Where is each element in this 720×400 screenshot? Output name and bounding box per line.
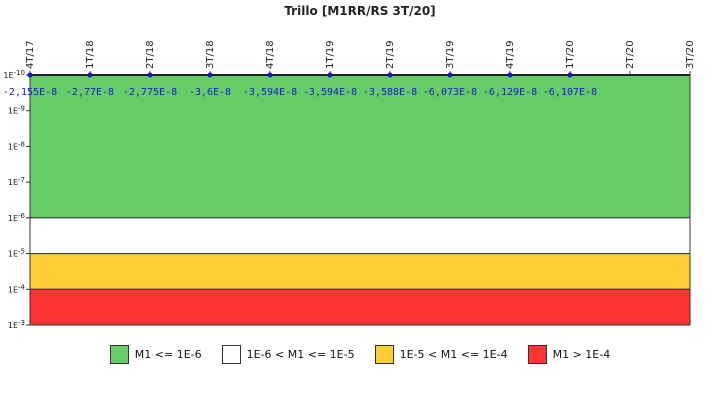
x-tick-label: 4T/17 <box>25 40 36 69</box>
y-tick-label: 1E-10 <box>3 69 25 80</box>
data-label: -3,588E-8 <box>363 87 417 98</box>
legend-label: 1E-6 < M1 <= 1E-5 <box>246 348 355 361</box>
x-tick-label: 4T/18 <box>265 40 276 69</box>
x-tick-label: 3T/19 <box>445 40 456 69</box>
data-point <box>87 72 93 78</box>
legend-item: 1E-5 < M1 <= 1E-4 <box>374 345 508 364</box>
data-label: -6,107E-8 <box>543 87 597 98</box>
x-tick-label: 2T/20 <box>625 40 636 69</box>
x-tick-label: 2T/18 <box>145 40 156 69</box>
y-tick-label: 1E-4 <box>8 283 26 294</box>
y-tick-label: 1E-7 <box>8 176 25 187</box>
legend-label: 1E-5 < M1 <= 1E-4 <box>399 348 508 361</box>
data-label: -6,073E-8 <box>423 87 477 98</box>
legend-label: M1 > 1E-4 <box>552 348 611 361</box>
data-point <box>447 72 453 78</box>
data-label: -3,594E-8 <box>243 87 297 98</box>
x-tick-label: 4T/19 <box>505 40 516 69</box>
legend-label: M1 <= 1E-6 <box>134 348 202 361</box>
data-point <box>27 72 33 78</box>
data-label: -6,129E-8 <box>483 87 537 98</box>
data-label: -2,775E-8 <box>123 87 177 98</box>
y-tick-label: 1E-9 <box>8 105 25 116</box>
legend-swatch <box>109 345 129 364</box>
band-3 <box>29 288 691 326</box>
y-tick-label: 1E-8 <box>8 140 25 151</box>
x-tick-label: 3T/20 <box>685 40 696 69</box>
data-label: -2,155E-8 <box>3 87 57 98</box>
data-label: -3,6E-8 <box>189 87 231 98</box>
legend-swatch <box>221 345 241 364</box>
data-label: -2,77E-8 <box>66 87 114 98</box>
data-point <box>567 72 573 78</box>
legend-swatch <box>527 345 547 364</box>
data-point <box>147 72 153 78</box>
y-tick-label: 1E-3 <box>8 319 25 330</box>
legend: M1 <= 1E-6 1E-6 < M1 <= 1E-5 1E-5 < M1 <… <box>0 345 720 364</box>
y-tick-label: 1E-5 <box>8 248 25 259</box>
data-label: -3,594E-8 <box>303 87 357 98</box>
y-tick-label: 1E-6 <box>8 212 26 223</box>
legend-item: M1 > 1E-4 <box>527 345 611 364</box>
band-1 <box>29 217 691 255</box>
data-point <box>327 72 333 78</box>
x-tick-label: 1T/18 <box>85 40 96 69</box>
x-tick-label: 1T/19 <box>325 40 336 69</box>
chart-title: Trillo [M1RR/RS 3T/20] <box>284 4 436 18</box>
data-point <box>507 72 513 78</box>
legend-swatch <box>374 345 394 364</box>
x-tick-label: 2T/19 <box>385 40 396 69</box>
data-point <box>387 72 393 78</box>
legend-item: M1 <= 1E-6 <box>109 345 202 364</box>
data-point <box>207 72 213 78</box>
band-2 <box>29 253 691 290</box>
x-tick-label: 3T/18 <box>205 40 216 69</box>
legend-item: 1E-6 < M1 <= 1E-5 <box>221 345 355 364</box>
x-tick-label: 1T/20 <box>565 40 576 69</box>
data-point <box>267 72 273 78</box>
